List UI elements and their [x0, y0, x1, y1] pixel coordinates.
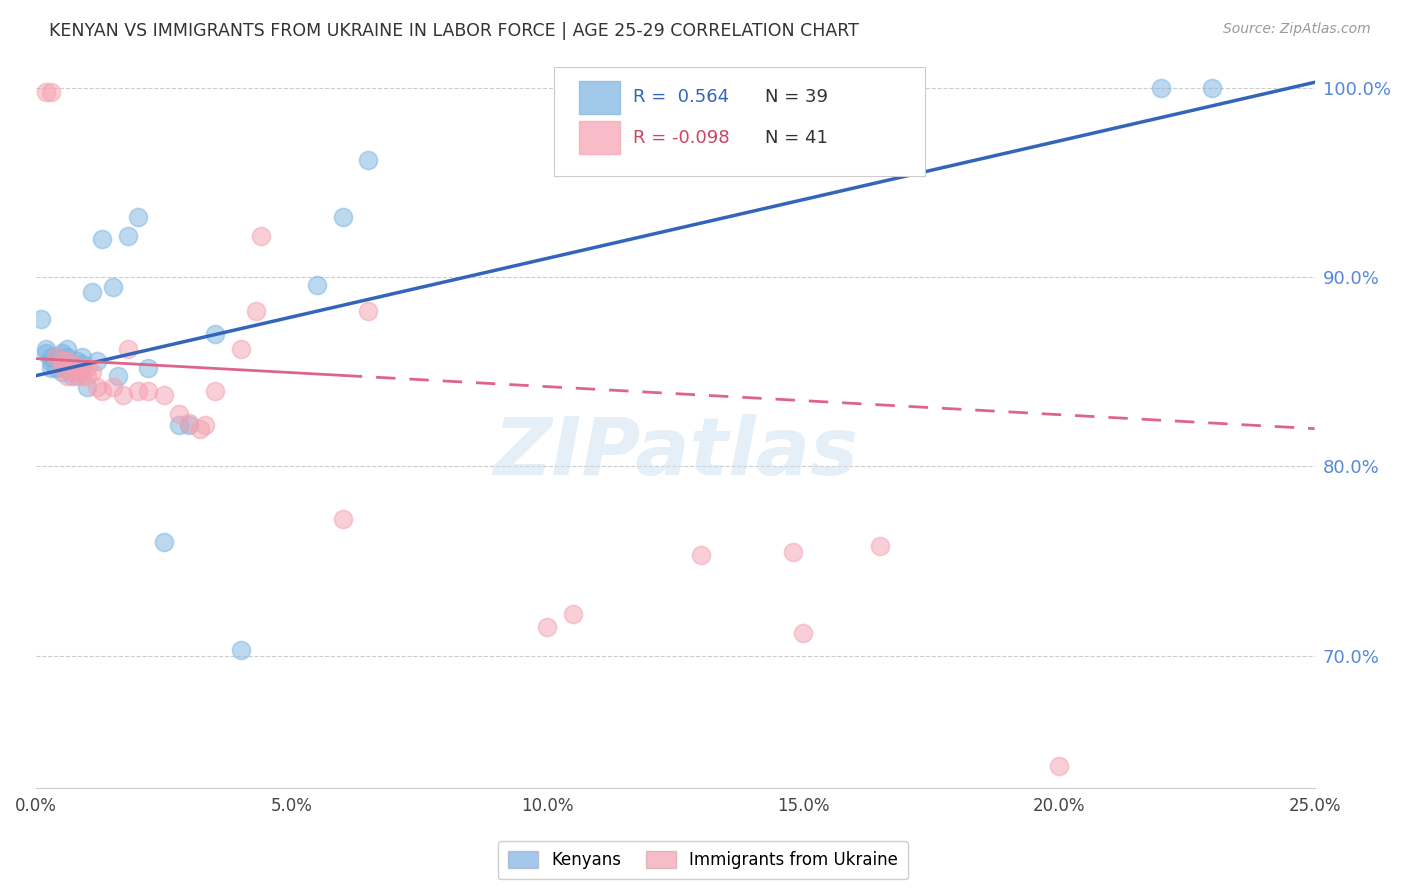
FancyBboxPatch shape [554, 67, 925, 177]
Point [167, 407, 190, 421]
Point [1201, 81, 1223, 95]
Point [562, 607, 585, 621]
Point [117, 342, 139, 356]
Point [35, 85, 58, 99]
Point [39, 85, 62, 99]
Point [39, 350, 62, 364]
Point [60, 365, 83, 379]
Point [76, 380, 98, 394]
Point [51, 346, 73, 360]
Point [357, 304, 380, 318]
Text: KENYAN VS IMMIGRANTS FROM UKRAINE IN LABOR FORCE | AGE 25-29 CORRELATION CHART: KENYAN VS IMMIGRANTS FROM UKRAINE IN LAB… [49, 22, 859, 40]
Point [35, 342, 58, 356]
Point [39, 355, 62, 369]
Point [86, 380, 108, 394]
Point [245, 304, 267, 318]
Point [204, 384, 226, 398]
Point [66, 353, 89, 368]
Point [188, 422, 211, 436]
Point [204, 326, 226, 341]
Point [35, 346, 58, 360]
Point [51, 353, 73, 368]
Point [792, 626, 814, 640]
Point [66, 361, 89, 376]
Point [60, 357, 83, 371]
Point [76, 368, 98, 383]
Point [60, 365, 83, 379]
Point [307, 277, 329, 292]
Point [70, 350, 93, 364]
Text: R =  0.564: R = 0.564 [633, 88, 730, 106]
Point [51, 353, 73, 368]
Point [51, 361, 73, 376]
Text: ZIPatlas: ZIPatlas [492, 414, 858, 492]
Point [332, 210, 354, 224]
Point [70, 357, 93, 371]
Point [101, 380, 124, 394]
Point [66, 368, 89, 383]
Point [689, 549, 711, 563]
Point [91, 232, 114, 246]
Point [91, 384, 114, 398]
Text: N = 39: N = 39 [765, 88, 828, 106]
Point [536, 620, 558, 634]
Point [229, 342, 252, 356]
Point [117, 228, 139, 243]
Text: N = 41: N = 41 [765, 128, 828, 146]
Point [30, 311, 52, 326]
Point [357, 153, 380, 167]
Point [55, 342, 77, 356]
Point [45, 350, 67, 364]
Point [138, 384, 160, 398]
Text: Source: ZipAtlas.com: Source: ZipAtlas.com [1223, 22, 1371, 37]
Point [55, 350, 77, 364]
FancyBboxPatch shape [579, 121, 620, 154]
FancyBboxPatch shape [579, 81, 620, 114]
Point [138, 361, 160, 376]
Legend: Kenyans, Immigrants from Ukraine: Kenyans, Immigrants from Ukraine [498, 841, 908, 880]
Point [229, 643, 252, 657]
Point [66, 365, 89, 379]
Point [127, 384, 149, 398]
Point [39, 361, 62, 376]
Point [70, 361, 93, 376]
Point [82, 285, 104, 300]
Text: R = -0.098: R = -0.098 [633, 128, 730, 146]
Point [76, 361, 98, 376]
Point [167, 417, 190, 432]
Point [194, 417, 217, 432]
Point [332, 512, 354, 526]
Point [179, 416, 201, 430]
Point [153, 387, 176, 401]
Point [86, 353, 108, 368]
Point [55, 361, 77, 376]
Point [70, 368, 93, 383]
Point [101, 279, 124, 293]
Point [869, 539, 891, 553]
Point [55, 353, 77, 368]
Point [1047, 758, 1070, 772]
Point [60, 368, 83, 383]
Point [45, 350, 67, 364]
Point [250, 228, 273, 243]
Point [1150, 81, 1173, 95]
Point [153, 535, 176, 549]
Point [107, 368, 129, 383]
Point [45, 361, 67, 376]
Point [55, 368, 77, 383]
Point [179, 417, 201, 432]
Point [51, 365, 73, 379]
Point [111, 387, 134, 401]
Point [127, 210, 149, 224]
Point [782, 544, 804, 558]
Point [82, 365, 104, 379]
